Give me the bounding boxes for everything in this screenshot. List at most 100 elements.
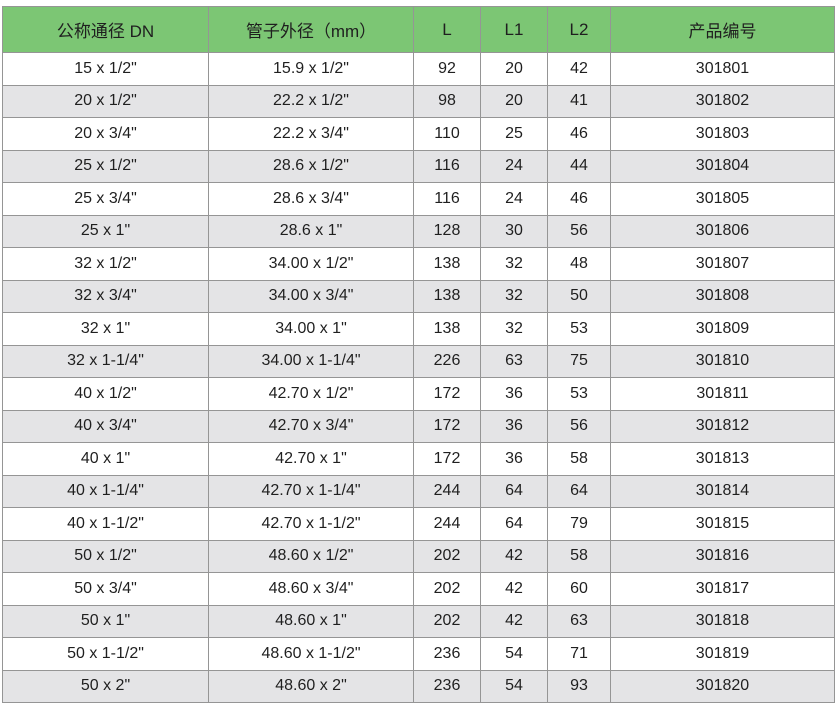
cell-l1: 36 xyxy=(480,377,548,411)
cell-od: 15.9 x 1/2" xyxy=(208,52,414,86)
table-row: 50 x 1" 48.60 x 1" 202 42 63 301818 xyxy=(2,604,835,638)
cell-l1: 42 xyxy=(480,604,548,638)
cell-l1: 24 xyxy=(480,149,548,183)
cell-code: 301809 xyxy=(610,312,835,346)
cell-l2: 44 xyxy=(547,149,611,183)
cell-od: 34.00 x 1" xyxy=(208,312,414,346)
cell-dn: 25 x 1" xyxy=(2,214,209,248)
cell-l1: 20 xyxy=(480,84,548,118)
cell-l: 172 xyxy=(413,442,481,476)
cell-l1: 54 xyxy=(480,637,548,671)
cell-l: 110 xyxy=(413,117,481,151)
cell-od: 48.60 x 3/4" xyxy=(208,572,414,606)
cell-l1: 32 xyxy=(480,279,548,313)
cell-code: 301811 xyxy=(610,377,835,411)
table-row: 40 x 3/4" 42.70 x 3/4" 172 36 56 301812 xyxy=(2,409,835,443)
table-row: 32 x 1" 34.00 x 1" 138 32 53 301809 xyxy=(2,312,835,346)
cell-l2: 60 xyxy=(547,572,611,606)
cell-l: 236 xyxy=(413,637,481,671)
cell-code: 301804 xyxy=(610,149,835,183)
cell-l1: 32 xyxy=(480,247,548,281)
cell-l: 226 xyxy=(413,344,481,378)
cell-l2: 93 xyxy=(547,669,611,703)
cell-code: 301820 xyxy=(610,669,835,703)
cell-l2: 58 xyxy=(547,442,611,476)
cell-l: 138 xyxy=(413,312,481,346)
table-row: 25 x 1/2" 28.6 x 1/2" 116 24 44 301804 xyxy=(2,149,835,183)
cell-l2: 50 xyxy=(547,279,611,313)
cell-l1: 25 xyxy=(480,117,548,151)
cell-l: 128 xyxy=(413,214,481,248)
cell-od: 48.60 x 2" xyxy=(208,669,414,703)
table-row: 50 x 3/4" 48.60 x 3/4" 202 42 60 301817 xyxy=(2,572,835,606)
cell-l1: 54 xyxy=(480,669,548,703)
cell-l2: 58 xyxy=(547,539,611,573)
cell-od: 28.6 x 3/4" xyxy=(208,182,414,216)
cell-dn: 50 x 3/4" xyxy=(2,572,209,606)
cell-dn: 50 x 2" xyxy=(2,669,209,703)
table-row: 32 x 3/4" 34.00 x 3/4" 138 32 50 301808 xyxy=(2,279,835,313)
cell-l1: 36 xyxy=(480,409,548,443)
cell-od: 48.60 x 1/2" xyxy=(208,539,414,573)
cell-dn: 50 x 1" xyxy=(2,604,209,638)
cell-od: 42.70 x 3/4" xyxy=(208,409,414,443)
cell-l: 116 xyxy=(413,149,481,183)
cell-od: 48.60 x 1-1/2" xyxy=(208,637,414,671)
table-row: 20 x 1/2" 22.2 x 1/2" 98 20 41 301802 xyxy=(2,84,835,118)
cell-od: 42.70 x 1-1/4" xyxy=(208,474,414,508)
cell-code: 301806 xyxy=(610,214,835,248)
table-row: 25 x 1" 28.6 x 1" 128 30 56 301806 xyxy=(2,214,835,248)
cell-l2: 79 xyxy=(547,507,611,541)
cell-od: 22.2 x 3/4" xyxy=(208,117,414,151)
cell-dn: 40 x 1-1/4" xyxy=(2,474,209,508)
cell-l1: 20 xyxy=(480,52,548,86)
cell-l1: 64 xyxy=(480,507,548,541)
table-row: 32 x 1-1/4" 34.00 x 1-1/4" 226 63 75 301810 xyxy=(2,344,835,378)
table-row: 50 x 1/2" 48.60 x 1/2" 202 42 58 301816 xyxy=(2,539,835,573)
cell-l: 202 xyxy=(413,604,481,638)
table-row: 20 x 3/4" 22.2 x 3/4" 110 25 46 301803 xyxy=(2,117,835,151)
cell-od: 34.00 x 1-1/4" xyxy=(208,344,414,378)
col-header-l2: L2 xyxy=(547,6,611,53)
cell-l2: 42 xyxy=(547,52,611,86)
cell-dn: 32 x 1-1/4" xyxy=(2,344,209,378)
cell-dn: 40 x 3/4" xyxy=(2,409,209,443)
cell-l: 92 xyxy=(413,52,481,86)
cell-l1: 36 xyxy=(480,442,548,476)
cell-dn: 32 x 1/2" xyxy=(2,247,209,281)
cell-code: 301808 xyxy=(610,279,835,313)
cell-od: 42.70 x 1" xyxy=(208,442,414,476)
cell-dn: 50 x 1/2" xyxy=(2,539,209,573)
cell-l2: 46 xyxy=(547,182,611,216)
cell-l2: 41 xyxy=(547,84,611,118)
cell-l: 172 xyxy=(413,377,481,411)
cell-od: 42.70 x 1-1/2" xyxy=(208,507,414,541)
col-header-product-code: 产品编号 xyxy=(610,6,835,53)
cell-l: 236 xyxy=(413,669,481,703)
cell-l: 202 xyxy=(413,572,481,606)
cell-dn: 15 x 1/2" xyxy=(2,52,209,86)
cell-code: 301817 xyxy=(610,572,835,606)
cell-l2: 53 xyxy=(547,377,611,411)
cell-code: 301803 xyxy=(610,117,835,151)
cell-l1: 30 xyxy=(480,214,548,248)
cell-l: 244 xyxy=(413,474,481,508)
col-header-l1: L1 xyxy=(480,6,548,53)
table-row: 40 x 1-1/4" 42.70 x 1-1/4" 244 64 64 301814 xyxy=(2,474,835,508)
cell-dn: 50 x 1-1/2" xyxy=(2,637,209,671)
cell-l1: 63 xyxy=(480,344,548,378)
table-row: 50 x 2" 48.60 x 2" 236 54 93 301820 xyxy=(2,669,835,703)
cell-dn: 32 x 1" xyxy=(2,312,209,346)
table-row: 40 x 1" 42.70 x 1" 172 36 58 301813 xyxy=(2,442,835,476)
cell-code: 301801 xyxy=(610,52,835,86)
cell-l2: 56 xyxy=(547,214,611,248)
cell-l2: 71 xyxy=(547,637,611,671)
cell-dn: 40 x 1-1/2" xyxy=(2,507,209,541)
cell-od: 28.6 x 1/2" xyxy=(208,149,414,183)
cell-code: 301813 xyxy=(610,442,835,476)
cell-dn: 25 x 3/4" xyxy=(2,182,209,216)
cell-l2: 64 xyxy=(547,474,611,508)
table-body: 15 x 1/2" 15.9 x 1/2" 92 20 42 301801 20 x 1/2… xyxy=(2,52,835,703)
cell-od: 48.60 x 1" xyxy=(208,604,414,638)
col-header-nominal-diameter: 公称通径 DN xyxy=(2,6,209,53)
